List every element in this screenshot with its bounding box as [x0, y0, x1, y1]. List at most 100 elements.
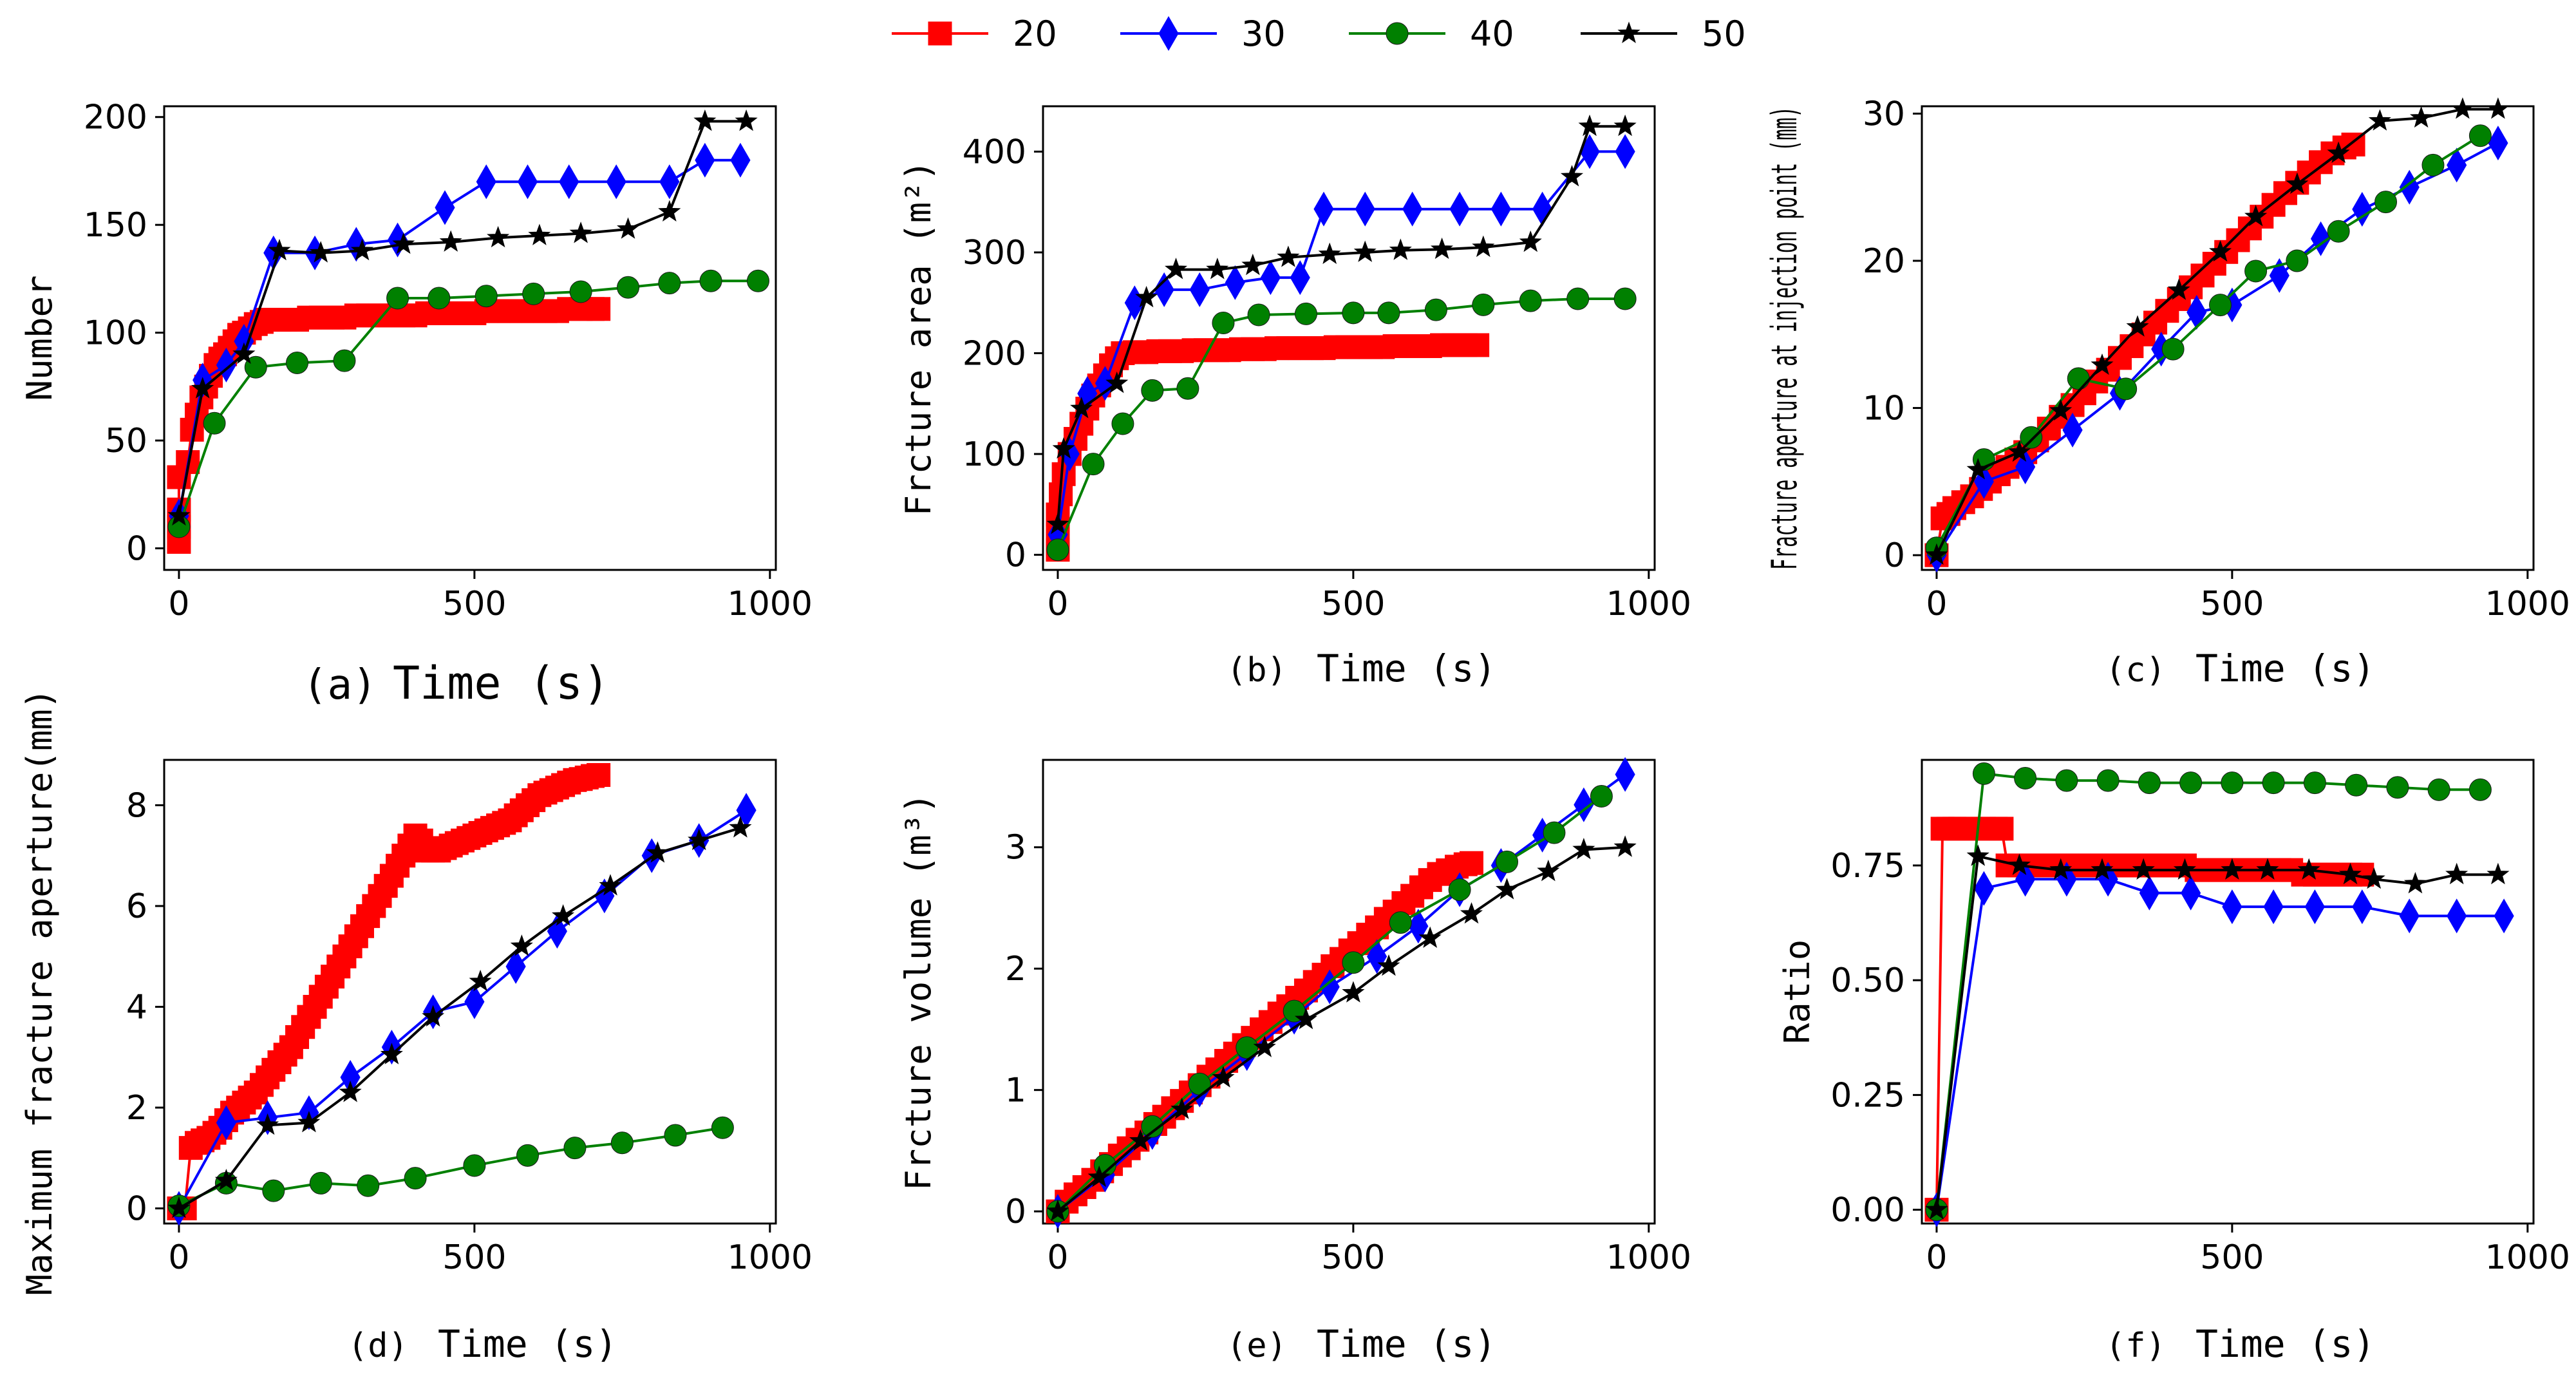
- data-point-50: [2007, 440, 2031, 462]
- data-point-50: [1460, 902, 1483, 924]
- series-50: [167, 109, 758, 526]
- data-point-30: [1490, 191, 1511, 227]
- data-point-40: [2209, 294, 2232, 317]
- data-point-30: [659, 164, 680, 200]
- data-point-50: [1294, 1007, 1317, 1030]
- data-point-40: [2421, 153, 2445, 176]
- data-point-40: [1176, 377, 1199, 400]
- data-point-40: [2067, 367, 2090, 390]
- data-point-50: [1418, 926, 1442, 948]
- panel-caption: (c): [2105, 651, 2166, 690]
- data-point-40: [428, 287, 451, 310]
- data-point-50: [2049, 858, 2073, 880]
- data-point-50: [617, 217, 640, 239]
- data-point-50: [1353, 240, 1377, 262]
- data-point-50: [1318, 242, 1341, 264]
- data-point-50: [167, 1196, 191, 1218]
- data-point-40: [1046, 538, 1069, 562]
- chart-panel-e: 0 500 1000 0 1 2 3 Frcture volume (m³) (e) Time (…: [898, 757, 1691, 1366]
- data-point-50: [2487, 862, 2510, 885]
- legend-marker-40: [1386, 22, 1409, 45]
- data-point-50: [1496, 878, 1519, 900]
- data-point-40: [2055, 769, 2078, 792]
- x-axis-label: Time (s): [2195, 1322, 2375, 1366]
- axes-frame: [163, 105, 777, 571]
- y-tick-label: 0: [1005, 536, 1026, 575]
- y-axis-label: Frcture volume (m³): [898, 793, 939, 1191]
- data-point-50: [1377, 954, 1400, 976]
- x-tick-label: 500: [442, 585, 506, 623]
- data-point-50: [2410, 106, 2433, 128]
- data-point-50: [309, 241, 332, 263]
- data-point-40: [286, 352, 309, 375]
- y-tick-label: 0.25: [1830, 1076, 1905, 1115]
- data-point-50: [729, 816, 752, 838]
- data-point-50: [599, 874, 622, 896]
- data-point-50: [2286, 172, 2309, 194]
- data-point-30: [1095, 366, 1115, 401]
- data-point-30: [2181, 875, 2201, 911]
- data-point-40: [463, 1154, 486, 1177]
- data-point-30: [606, 164, 626, 200]
- data-point-40: [617, 276, 640, 299]
- data-point-40: [1111, 412, 1134, 435]
- series-line-50: [1057, 846, 1626, 1213]
- data-point-40: [563, 1137, 587, 1160]
- panel-caption: (a): [303, 661, 377, 709]
- series-30: [1926, 862, 2514, 1227]
- data-point-40: [1496, 850, 1519, 873]
- y-tick-label: 50: [105, 422, 147, 460]
- x-tick-label: 0: [1047, 1238, 1068, 1277]
- series-40: [1925, 124, 2492, 560]
- data-point-40: [1236, 1036, 1259, 1059]
- data-point-40: [2286, 249, 2309, 272]
- y-tick-label: 0: [126, 530, 147, 569]
- data-point-50: [350, 238, 374, 261]
- data-point-50: [297, 1111, 321, 1133]
- series-50: [1925, 97, 2510, 565]
- series-20: [1924, 132, 2365, 567]
- x-tick-label: 1000: [2485, 1238, 2570, 1277]
- data-point-50: [2327, 141, 2350, 164]
- y-tick-label: 300: [963, 234, 1026, 272]
- data-point-30: [1579, 134, 1600, 169]
- data-point-40: [1472, 293, 1495, 316]
- series-line-30: [177, 158, 740, 516]
- data-point-30: [435, 190, 455, 225]
- data-point-50: [1241, 253, 1264, 276]
- data-point-30: [1154, 272, 1174, 307]
- x-tick-label: 500: [2200, 585, 2264, 623]
- data-point-40: [664, 1124, 687, 1147]
- data-point-40: [2138, 771, 2161, 795]
- x-tick-label: 500: [442, 1238, 506, 1277]
- x-tick-label: 0: [1047, 585, 1068, 623]
- chart-panel-d: 0 500 1000 0 2 4 6 8 Maximum fracture aperture(m…: [19, 688, 813, 1366]
- panel-caption: (f): [2105, 1327, 2166, 1365]
- series-line-40: [178, 1126, 723, 1207]
- data-point-50: [232, 342, 256, 364]
- data-point-40: [2014, 767, 2037, 790]
- data-point-40: [2303, 771, 2326, 795]
- data-point-40: [1566, 287, 1590, 310]
- data-point-30: [2186, 294, 2207, 330]
- series-40: [1925, 762, 2492, 1222]
- y-tick-label: 1: [1005, 1072, 1026, 1110]
- data-point-50: [469, 969, 492, 992]
- data-point-40: [2020, 426, 2043, 449]
- y-tick-label: 100: [963, 435, 1026, 474]
- data-point-30: [2399, 898, 2420, 934]
- data-point-50: [2244, 204, 2268, 227]
- data-point-50: [1966, 844, 1989, 866]
- data-point-40: [1389, 911, 1412, 934]
- data-point-30: [559, 164, 579, 200]
- data-point-30: [2447, 898, 2467, 934]
- data-point-50: [1578, 114, 1601, 137]
- data-point-50: [1046, 1199, 1069, 1222]
- series-50: [1925, 844, 2510, 1220]
- data-point-30: [1449, 191, 1470, 227]
- data-point-20: [1465, 333, 1490, 357]
- y-tick-label: 2: [126, 1089, 147, 1128]
- data-point-50: [552, 904, 575, 926]
- series-40: [167, 1116, 734, 1218]
